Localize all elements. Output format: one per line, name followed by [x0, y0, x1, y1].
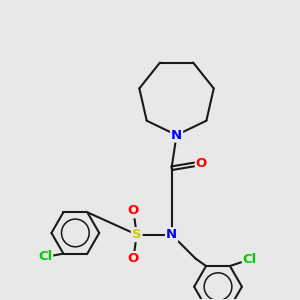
- Text: N: N: [171, 129, 182, 142]
- Text: O: O: [128, 252, 139, 265]
- Text: Cl: Cl: [38, 250, 52, 263]
- Text: S: S: [132, 228, 142, 241]
- Text: Cl: Cl: [243, 253, 257, 266]
- Text: O: O: [196, 157, 207, 170]
- Text: O: O: [128, 204, 139, 217]
- Text: N: N: [166, 228, 177, 241]
